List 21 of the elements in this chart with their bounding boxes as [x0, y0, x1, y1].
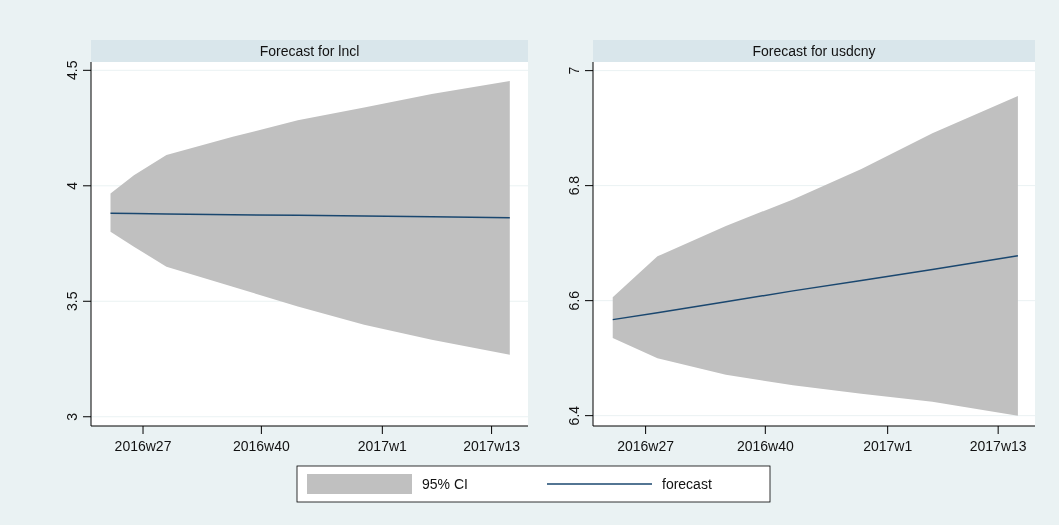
x-tick-label: 2016w27	[114, 438, 172, 454]
chart-title: Forecast for lncl	[259, 43, 360, 59]
y-tick-label: 4.5	[64, 60, 80, 81]
y-tick-label: 6.8	[566, 175, 582, 196]
line-series	[611, 255, 1019, 321]
y-tick-label: 3	[64, 412, 80, 421]
x-tick-label: 2016w40	[232, 438, 290, 454]
y-tick-label: 6.4	[566, 405, 582, 426]
y-tick-label: 7	[566, 66, 582, 75]
x-tick-label: 2016w27	[617, 438, 675, 454]
x-tick-label: 2016w40	[736, 438, 794, 454]
text: forecast	[662, 476, 712, 492]
x-tick-label: 2017w13	[969, 438, 1027, 454]
x-tick-label: 2017w1	[357, 438, 408, 454]
x-tick-label: 2017w13	[463, 438, 521, 454]
x-tick-label: 2017w1	[863, 438, 913, 454]
y-tick-label: 6.6	[566, 290, 582, 311]
y-tick-label: 3.5	[64, 291, 80, 312]
y-tick-label: 4	[64, 181, 80, 190]
text: 95% CI	[422, 476, 468, 492]
chart-title: Forecast for usdcny	[752, 43, 876, 59]
